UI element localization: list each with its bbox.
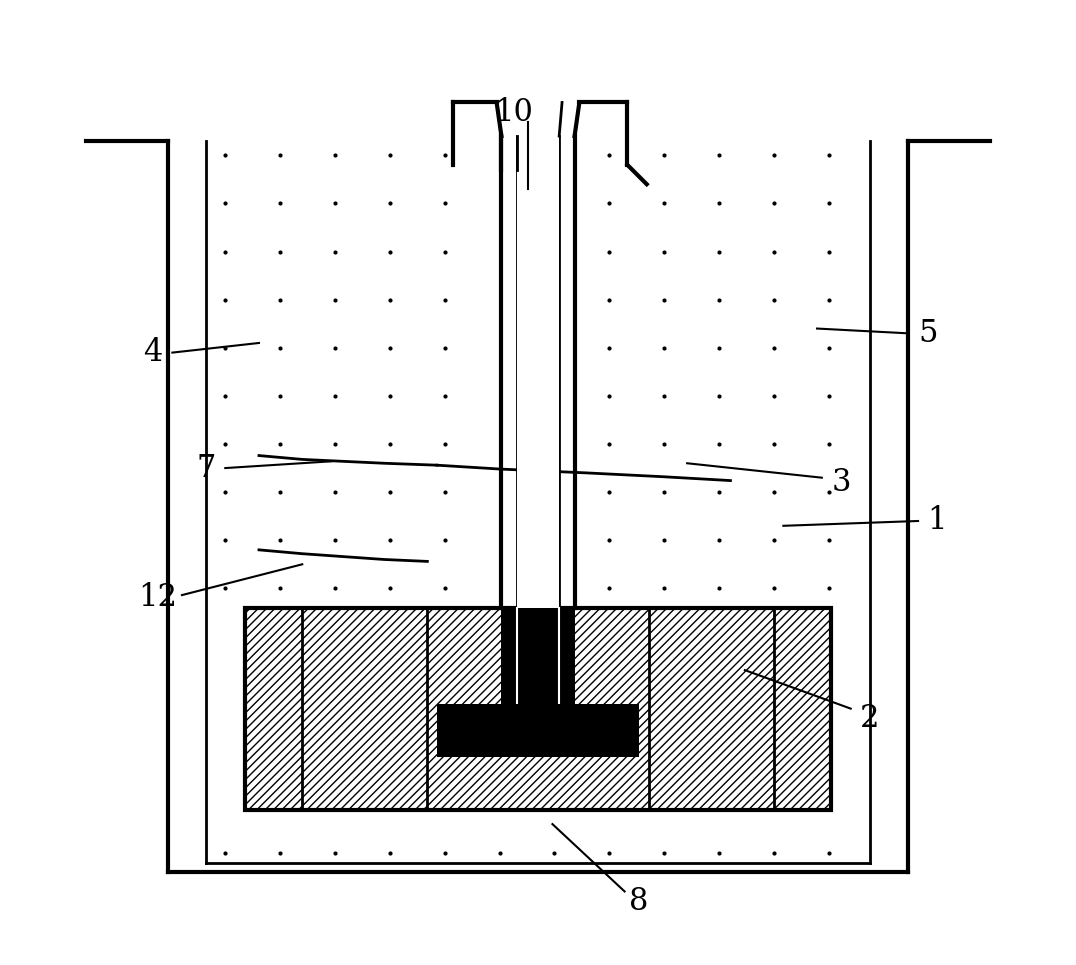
Bar: [437, 703, 639, 757]
Bar: [501, 608, 575, 703]
Text: 7: 7: [196, 453, 215, 483]
Bar: [516, 102, 560, 170]
Text: 8: 8: [629, 886, 649, 917]
Text: 10: 10: [495, 96, 534, 127]
Bar: [244, 608, 832, 810]
Text: 3: 3: [832, 467, 851, 498]
Bar: [516, 136, 560, 608]
Text: 12: 12: [139, 583, 178, 614]
Text: 2: 2: [860, 703, 880, 733]
Text: 5: 5: [918, 317, 937, 349]
Text: 4: 4: [143, 337, 162, 368]
Text: 1: 1: [928, 506, 947, 537]
Bar: [244, 608, 832, 810]
